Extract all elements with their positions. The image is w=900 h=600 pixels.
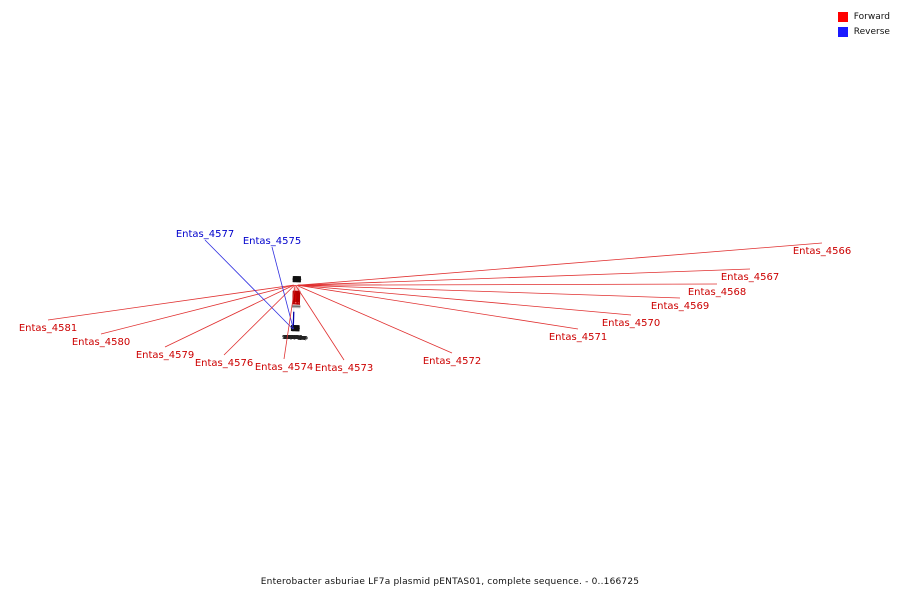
gene-label: Entas_4575 [243, 236, 301, 247]
tick-label: 66 kbp [289, 335, 308, 341]
legend: Forward Reverse [837, 9, 890, 39]
tick-label: 84 kbp [284, 335, 303, 341]
gene-arrow [293, 311, 295, 326]
gene-label: Entas_4580 [72, 337, 130, 348]
gene-labels: Entas_4581 Entas_4580 Entas_4579 Entas_4577… [19, 229, 851, 374]
gene-label: Entas_4567 [721, 272, 779, 283]
gene-label: Entas_4566 [793, 246, 851, 257]
gene-label: Entas_4576 [195, 358, 253, 369]
tick-label: 90 kbp [282, 335, 301, 341]
label-leader-line [298, 283, 718, 286]
label-leader-line [283, 285, 296, 360]
gene-features [292, 287, 301, 326]
legend-label-reverse: Reverse [853, 26, 890, 37]
gene-label: Entas_4581 [19, 323, 77, 334]
legend-item-reverse: Reverse [837, 24, 890, 39]
label-leader-line [295, 284, 345, 361]
legend-item-forward: Forward [837, 9, 890, 24]
label-leader-line [298, 242, 823, 286]
tick-label: 92 kbp [282, 335, 301, 341]
gene-label: Entas_4570 [602, 318, 660, 329]
legend-label-forward: Forward [853, 11, 890, 22]
tick-label: 80 kbp [285, 335, 304, 341]
gene-label: Entas_4568 [688, 287, 746, 298]
label-leader-line [297, 284, 681, 299]
tick-label: 86 kbp [284, 335, 303, 341]
gene-label: Entas_4573 [315, 363, 373, 374]
gene-label: Entas_4574 [255, 362, 313, 373]
label-leader-line [296, 284, 453, 354]
legend-swatch-reverse [837, 26, 848, 37]
label-leader-line [164, 284, 294, 348]
label-leader-line [47, 284, 294, 321]
label-leader-line [298, 268, 751, 286]
tick-label: 74 kbp [287, 335, 306, 341]
legend-swatch-forward [837, 11, 848, 22]
gene-label: Entas_4571 [549, 332, 607, 343]
gene-label: Entas_4577 [176, 229, 234, 240]
map-caption: Enterobacter asburiae LF7a plasmid pENTA… [260, 577, 640, 587]
tick-label: 72 kbp [287, 335, 306, 341]
sequence-backbone [291, 305, 301, 309]
label-leader-line [271, 246, 294, 330]
tick-label: 78 kbp [286, 335, 305, 341]
tick-label: 88 kbp [283, 335, 302, 341]
label-leader-line [204, 239, 294, 330]
gene-label: Entas_4572 [423, 356, 481, 367]
label-leader-line [297, 284, 579, 330]
tick-label: 82 kbp [285, 335, 304, 341]
label-leader-line [223, 284, 295, 356]
gene-entas-4575 [293, 308, 295, 326]
label-leader-line [100, 284, 294, 335]
gene-label: Entas_4579 [136, 350, 194, 361]
tick-label: 68 kbp [289, 335, 308, 341]
tick-label: 70 kbp [288, 335, 307, 341]
label-leader-line [297, 284, 632, 316]
gene-label: Entas_4569 [651, 301, 709, 312]
tick-label: 76 kbp [286, 335, 305, 341]
